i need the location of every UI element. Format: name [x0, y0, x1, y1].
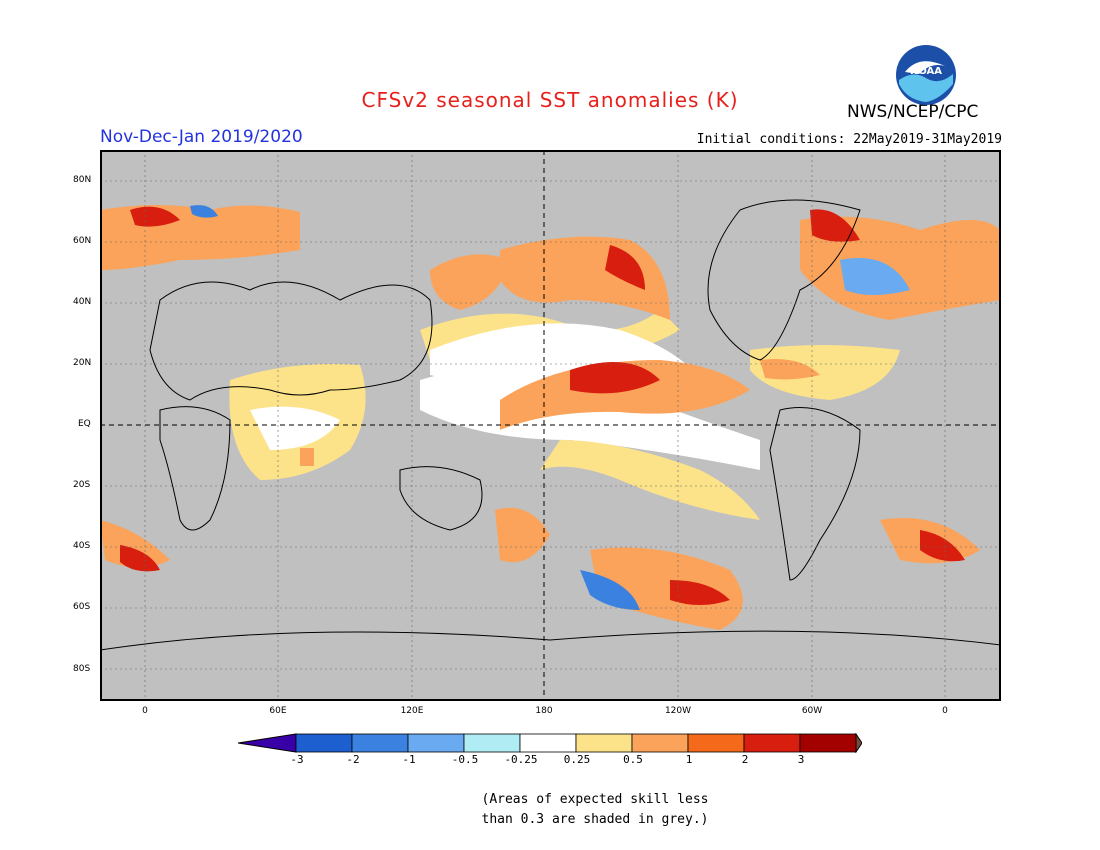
colorbar-label: -0.25 — [504, 753, 538, 766]
colorbar-label: -0.5 — [451, 753, 479, 766]
colorbar-label: 3 — [797, 753, 805, 766]
sst-anomaly-map — [100, 150, 1001, 701]
footnote-line: than 0.3 are shaded in grey.) — [481, 812, 709, 827]
lat-label: 40N — [73, 297, 92, 307]
colorbar-box — [631, 733, 689, 753]
lon-label: 0 — [942, 706, 948, 716]
lat-label: 60S — [73, 602, 91, 612]
logo-text: NOAA — [910, 66, 942, 77]
lat-label: 60N — [73, 236, 92, 246]
colorbar-box — [687, 733, 745, 753]
lat-label: EQ — [78, 419, 91, 429]
lon-label: 60E — [269, 706, 287, 716]
lon-label: 60W — [801, 706, 823, 716]
agency-label: NWS/NCEP/CPC — [847, 102, 979, 122]
colorbar-box — [295, 733, 353, 753]
colorbar-label: 2 — [741, 753, 749, 766]
colorbar — [238, 733, 862, 753]
lon-label: 0 — [142, 706, 148, 716]
lon-label: 180 — [535, 706, 553, 716]
map-title: CFSv2 seasonal SST anomalies (K) — [361, 88, 739, 112]
lon-label: 120W — [664, 706, 692, 716]
colorbar-arrow-low — [238, 733, 297, 753]
colorbar-label: 1 — [685, 753, 693, 766]
anomaly-field — [100, 205, 1000, 630]
lat-label: 20N — [73, 358, 92, 368]
continent-outlines — [100, 199, 1001, 651]
colorbar-label: -1 — [402, 753, 416, 766]
season-label: Nov-Dec-Jan 2019/2020 — [100, 127, 303, 147]
colorbar-box — [463, 733, 521, 753]
lat-label: 80S — [73, 664, 91, 674]
initial-conditions-label: Initial conditions: 22May2019-31May2019 — [696, 132, 1002, 147]
lat-label: 40S — [73, 541, 91, 551]
lat-label: 80N — [73, 175, 92, 185]
colorbar-box — [407, 733, 465, 753]
colorbar-label: -2 — [346, 753, 360, 766]
colorbar-box — [743, 733, 801, 753]
map-frame — [100, 150, 1001, 701]
lat-label: 20S — [73, 480, 91, 490]
lon-label: 120E — [400, 706, 424, 716]
colorbar-box — [519, 733, 577, 753]
colorbar-label: 0.25 — [563, 753, 591, 766]
colorbar-arrow-high — [855, 733, 862, 753]
footnote-line: (Areas of expected skill less — [481, 792, 709, 807]
colorbar-label: -3 — [290, 753, 304, 766]
colorbar-box — [351, 733, 409, 753]
colorbar-box — [575, 733, 633, 753]
colorbar-label: 0.5 — [623, 753, 643, 766]
colorbar-box — [799, 733, 857, 753]
noaa-logo: NOAA — [896, 45, 956, 105]
